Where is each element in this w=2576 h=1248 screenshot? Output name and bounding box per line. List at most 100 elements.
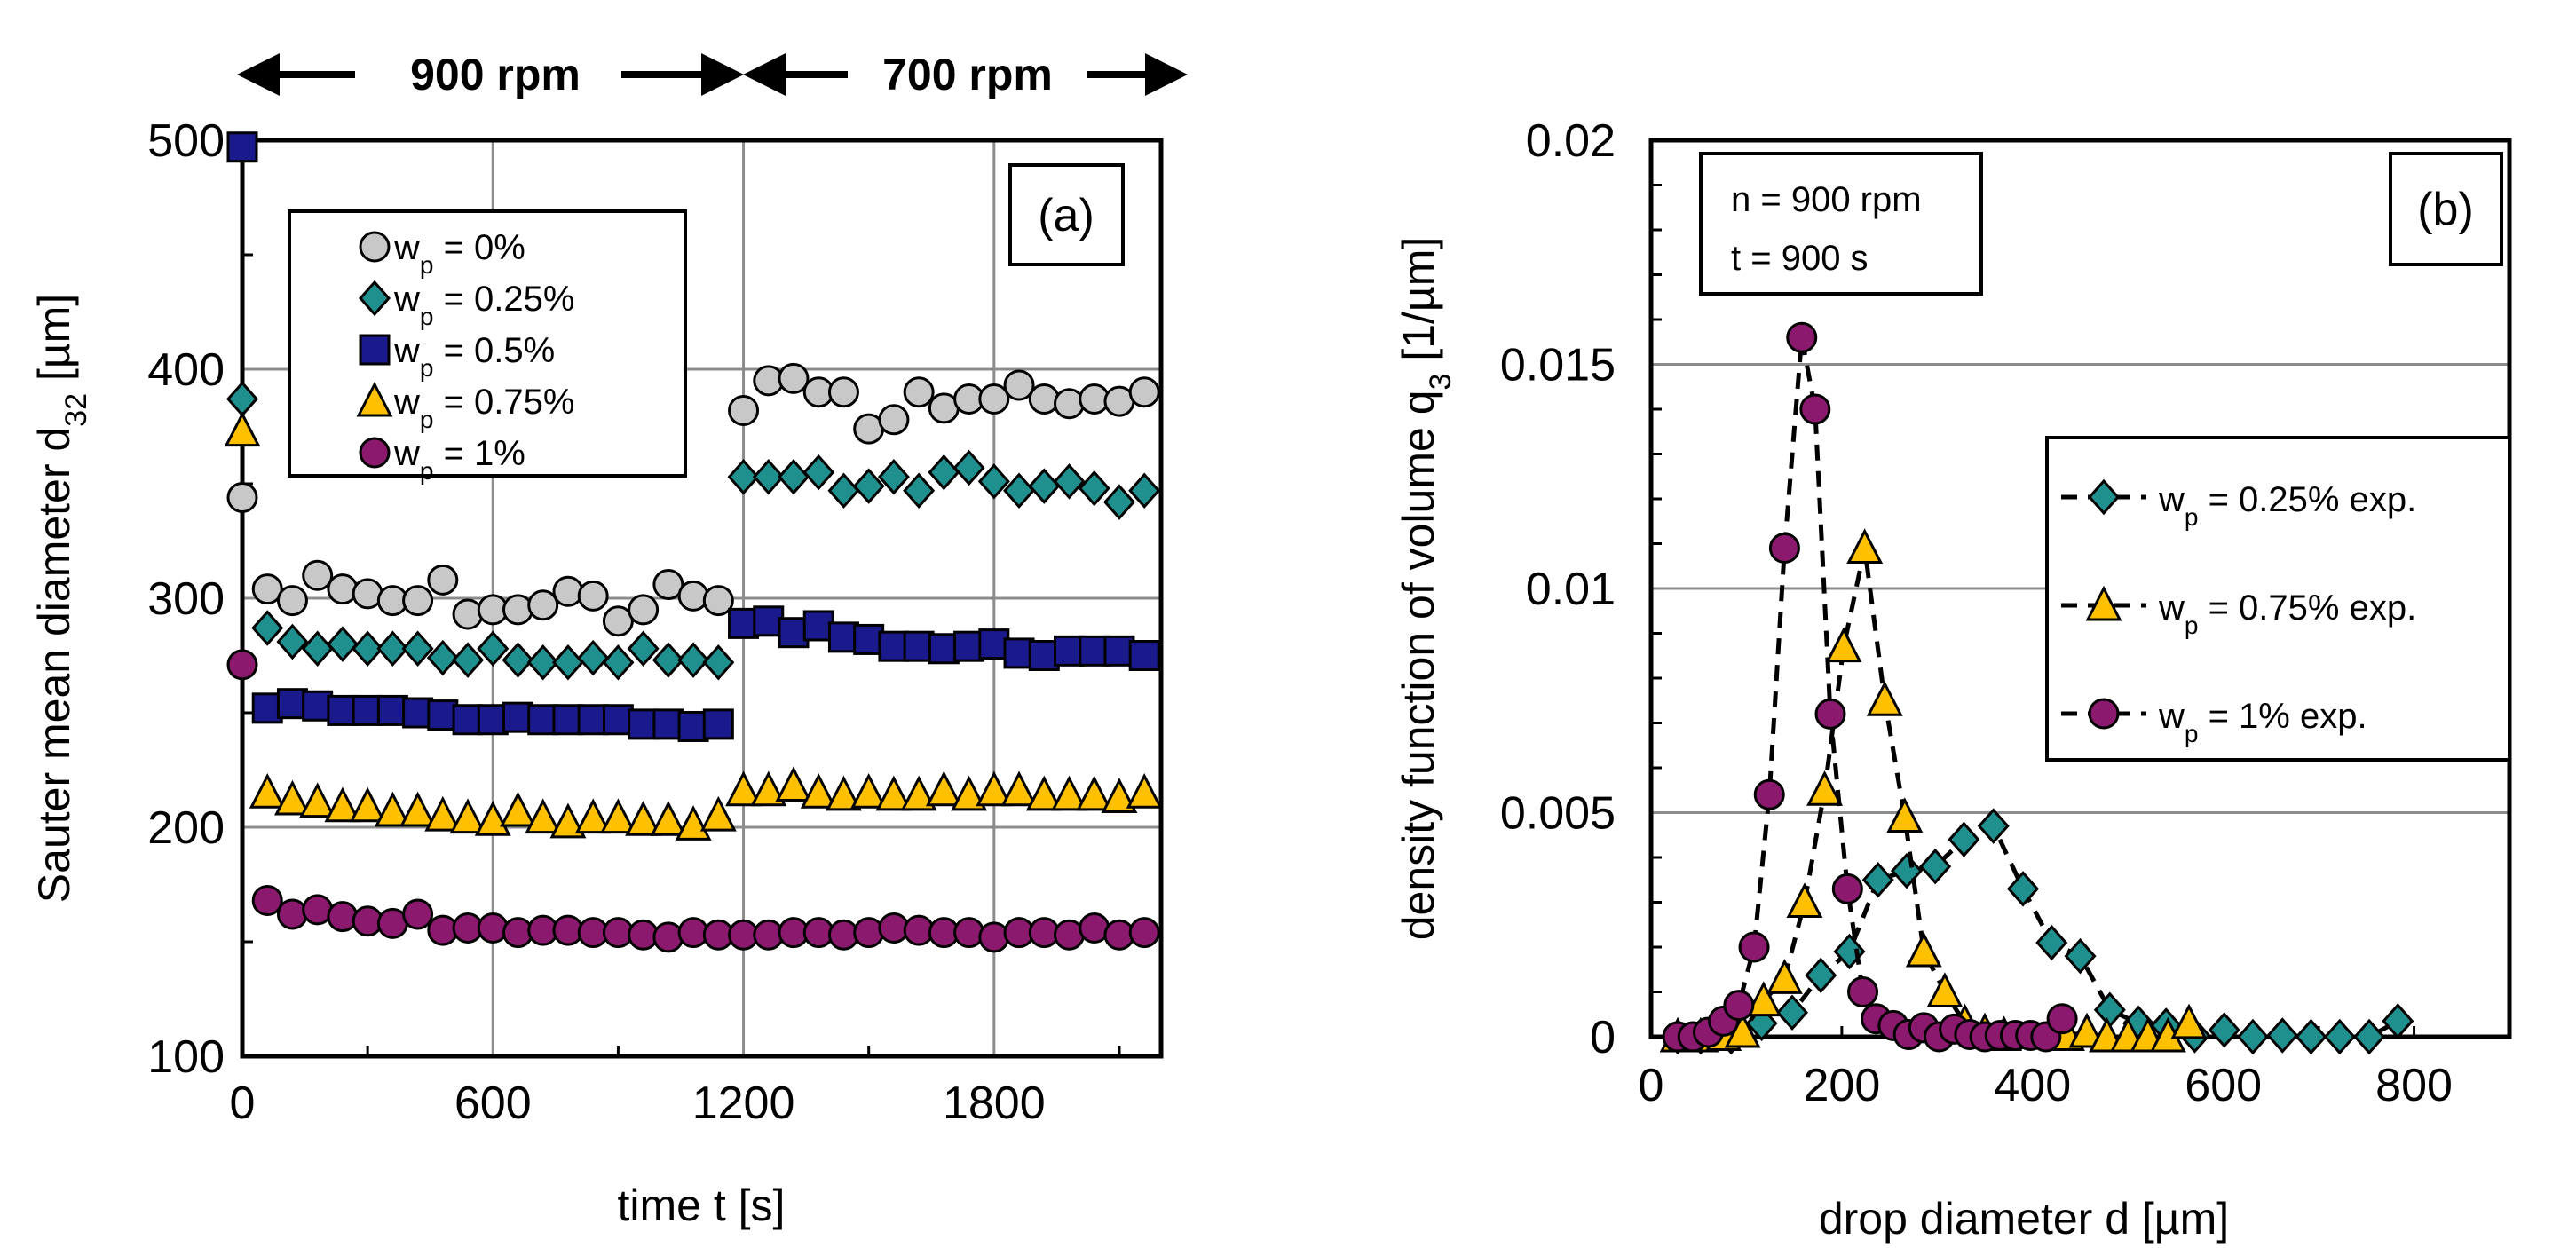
data-point	[1078, 470, 1110, 507]
legend-marker	[2088, 698, 2120, 730]
data-point	[324, 786, 361, 823]
data-point	[1806, 770, 1844, 806]
panel-label-box	[2389, 152, 2503, 266]
panel-label: (b)	[2417, 184, 2474, 235]
data-point	[1846, 528, 1884, 565]
data-point	[1886, 797, 1924, 833]
data-point	[2170, 1003, 2208, 1039]
x-axis-label: drop diameter d [µm]	[1819, 1194, 2229, 1244]
legend-marker	[2087, 478, 2121, 516]
legend-marker	[358, 280, 391, 317]
y-tick-label: 300	[147, 573, 225, 625]
data-point	[1805, 957, 1837, 994]
x-tick-label: 0	[1639, 1060, 1664, 1111]
data-point	[1948, 821, 1980, 858]
data-point	[850, 773, 888, 809]
data-point	[376, 630, 409, 667]
y-tick-label: 0.005	[1500, 788, 1616, 840]
data-point	[825, 775, 862, 811]
data-point	[1101, 778, 1138, 813]
data-point	[1847, 976, 1879, 1007]
data-point	[978, 383, 1010, 415]
x-tick-label: 0	[230, 1078, 256, 1129]
data-point	[1926, 972, 1964, 1007]
data-point	[1128, 472, 1161, 509]
data-point	[1128, 640, 1160, 671]
data-point	[1076, 775, 1113, 811]
data-point	[477, 912, 509, 944]
data-point	[276, 585, 308, 617]
data-point	[251, 692, 283, 724]
data-point	[1003, 472, 1036, 509]
series-1	[225, 381, 1161, 681]
data-point	[224, 411, 261, 447]
data-point	[424, 795, 462, 832]
rpm-900-label: 900 rpm	[410, 50, 581, 99]
info-text: n = 900 rpm	[1731, 180, 1922, 219]
data-point	[551, 644, 584, 681]
data-point	[477, 630, 510, 667]
data-point	[1745, 981, 1782, 1017]
data-point	[702, 585, 734, 617]
data-point	[1814, 698, 1846, 730]
data-point	[827, 472, 860, 509]
data-point	[1825, 627, 1862, 663]
legend-marker	[359, 334, 391, 366]
x-tick-label: 200	[1804, 1060, 1881, 1111]
y-tick-label: 200	[147, 802, 225, 854]
data-point	[1028, 468, 1061, 504]
data-point	[702, 708, 734, 740]
data-point	[2266, 1017, 2299, 1054]
data-point	[273, 779, 311, 816]
legend-marker	[359, 231, 391, 263]
data-point	[527, 589, 559, 621]
data-point	[249, 773, 286, 809]
legend-label: wp = 1% exp.	[2158, 697, 2367, 747]
data-point	[652, 921, 684, 953]
y-tick-label: 500	[147, 115, 225, 167]
data-point	[1128, 376, 1160, 408]
chart-b: 0 0.005 0.01 0.015 0.02 0 200 400 600 800 wp = 0.2…	[1394, 115, 2512, 1244]
data-point	[1766, 959, 1803, 994]
data-point	[775, 766, 812, 802]
data-point	[1102, 484, 1135, 520]
data-point	[800, 773, 837, 809]
data-point	[1051, 775, 1087, 811]
legend-marker	[359, 437, 391, 469]
data-point	[376, 694, 408, 726]
data-point	[1786, 882, 1823, 918]
legend-label: wp = 0.75% exp.	[2158, 588, 2416, 639]
data-point	[853, 917, 885, 949]
data-point	[900, 775, 937, 811]
data-point	[702, 644, 735, 681]
legend-b: wp = 0.25% exp. wp = 0.75% exp. wp = 1% ex…	[2045, 436, 2511, 762]
data-point	[2068, 1012, 2106, 1048]
x-tick-label: 400	[1994, 1060, 2071, 1111]
series-3	[224, 411, 1163, 841]
data-point	[251, 610, 284, 646]
data-point	[675, 805, 712, 841]
rpm-header: 900 rpm 700 rpm	[237, 50, 1188, 99]
data-point	[699, 795, 737, 832]
data-point	[402, 697, 434, 729]
info-box	[1699, 152, 1983, 296]
data-point	[2323, 1018, 2356, 1055]
legend-marker	[356, 381, 393, 417]
data-point	[302, 559, 334, 591]
y-tick-label: 100	[147, 1031, 225, 1083]
data-point	[852, 468, 885, 504]
data-point	[574, 798, 612, 834]
data-point	[925, 770, 962, 807]
data-point	[752, 459, 785, 495]
data-point	[1054, 388, 1085, 420]
series-2	[1662, 321, 2078, 1053]
data-point	[977, 463, 1010, 500]
data-point	[928, 454, 960, 491]
series-4	[226, 649, 1160, 953]
data-point	[1786, 321, 1818, 353]
data-point	[602, 605, 634, 637]
data-point	[226, 481, 258, 513]
data-point	[875, 775, 913, 811]
data-point	[2208, 1012, 2240, 1048]
data-point	[725, 770, 763, 807]
